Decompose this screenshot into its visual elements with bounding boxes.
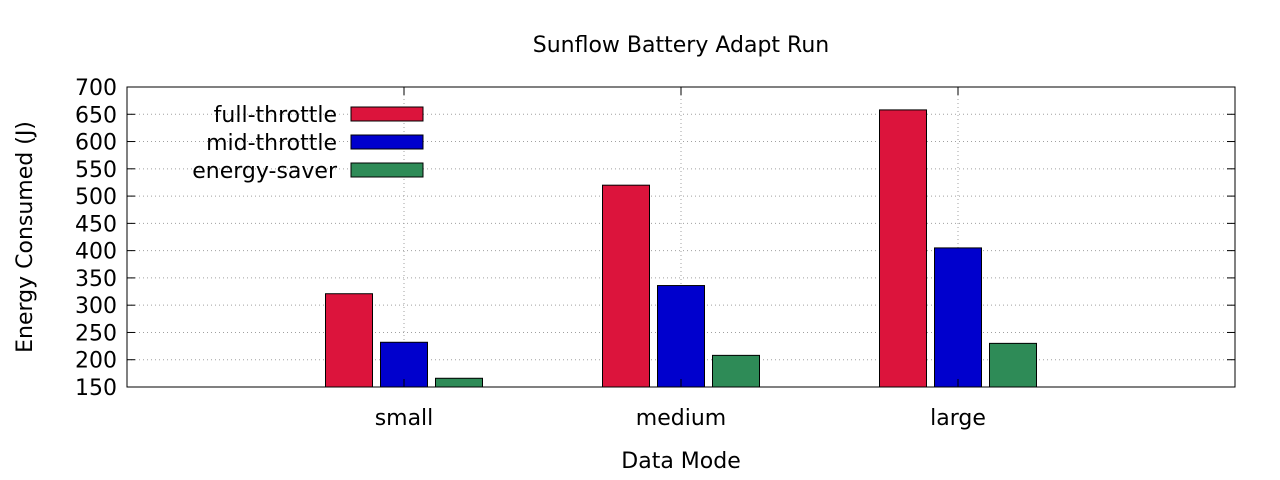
bars [325, 109, 1037, 388]
bar-energy-saver-medium [712, 354, 760, 388]
x-axis-ticks: small medium large [375, 87, 986, 431]
y-tick-label: 400 [75, 240, 117, 265]
grid [127, 87, 1235, 387]
x-axis-label: Data Mode [621, 449, 740, 474]
y-axis-label: Energy Consumed (J) [13, 121, 38, 353]
legend: full-throttle mid-throttle energy-saver [192, 103, 424, 184]
bar-mid-throttle-large [934, 247, 982, 388]
y-tick-label: 600 [75, 131, 117, 156]
y-tick-label: 450 [75, 212, 117, 237]
legend-swatch-energy-saver [350, 162, 424, 178]
bar-full-throttle-large [879, 109, 927, 388]
y-tick-label: 350 [75, 267, 117, 292]
legend-swatch-full-throttle [350, 106, 424, 122]
bar-energy-saver-large [989, 342, 1037, 388]
bar-full-throttle-small [325, 293, 373, 388]
y-tick-label: 650 [75, 103, 117, 128]
x-tick-label: medium [636, 406, 726, 431]
x-tick-label: small [375, 406, 434, 431]
bar-mid-throttle-medium [657, 285, 705, 388]
y-tick-label: 550 [75, 158, 117, 183]
legend-label-full-throttle: full-throttle [214, 103, 337, 128]
legend-swatch-mid-throttle [350, 134, 424, 150]
bar-full-throttle-medium [602, 184, 650, 388]
y-tick-label: 700 [75, 76, 117, 101]
x-tick-label: large [930, 406, 986, 431]
y-tick-label: 300 [75, 294, 117, 319]
bar-energy-saver-small [435, 377, 483, 388]
chart-title: Sunflow Battery Adapt Run [533, 33, 829, 58]
legend-label-energy-saver: energy-saver [192, 159, 338, 184]
legend-label-mid-throttle: mid-throttle [206, 131, 337, 156]
y-tick-label: 500 [75, 185, 117, 210]
y-tick-label: 150 [75, 376, 117, 401]
y-tick-label: 250 [75, 321, 117, 346]
y-tick-label: 200 [75, 349, 117, 374]
